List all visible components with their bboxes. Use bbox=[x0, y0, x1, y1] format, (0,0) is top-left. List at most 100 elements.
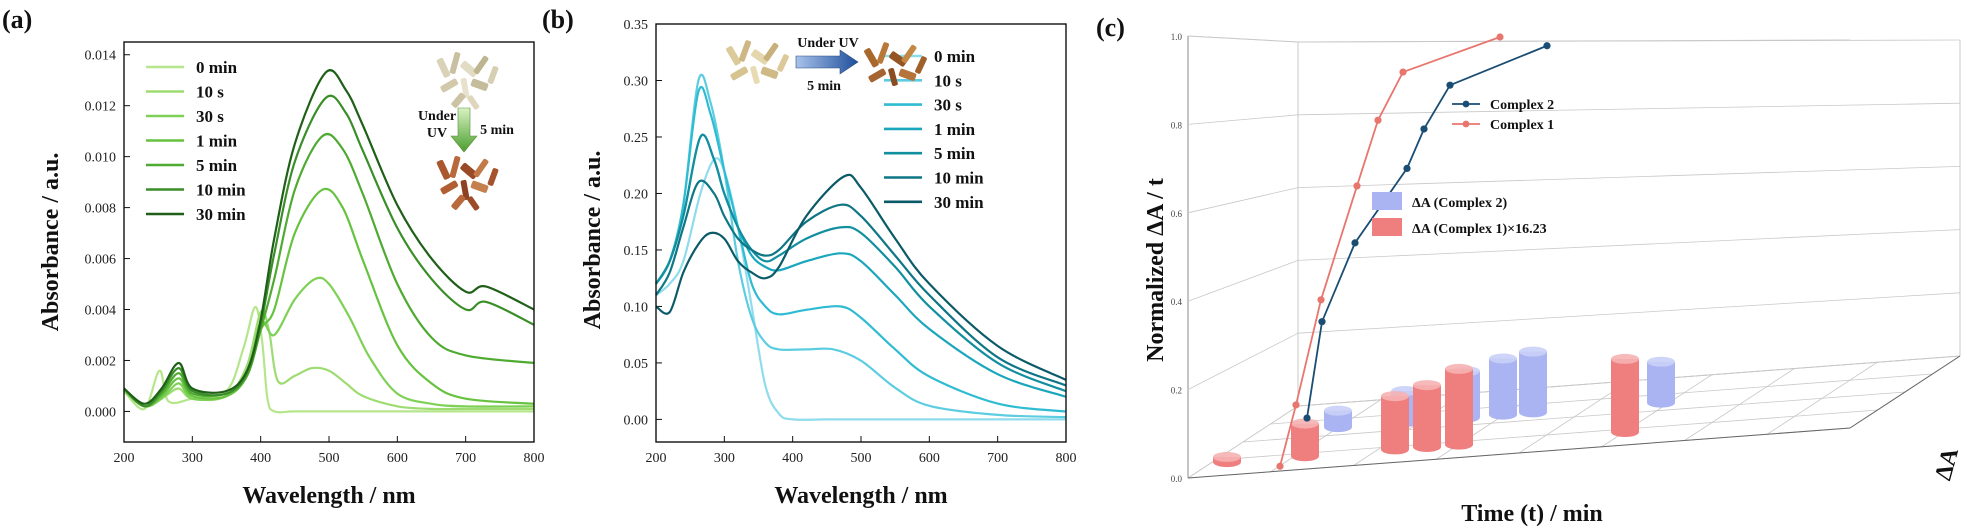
x-tick-label: 200 bbox=[646, 451, 667, 466]
bar-complex1-1-body bbox=[1291, 423, 1319, 457]
data-point bbox=[1292, 401, 1300, 409]
bar-complex1-5-base bbox=[1611, 427, 1639, 438]
legend-label: Complex 2 bbox=[1490, 98, 1554, 113]
crystal-image-before bbox=[436, 52, 499, 110]
bar-complex1-5 bbox=[1611, 353, 1639, 438]
bar-complex2-0 bbox=[1324, 405, 1352, 433]
data-point bbox=[1543, 42, 1551, 50]
y-tick-label: 0.008 bbox=[85, 202, 117, 217]
y-tick-label: 0.014 bbox=[85, 49, 117, 64]
data-point bbox=[1374, 116, 1382, 124]
gridline bbox=[1297, 39, 1961, 43]
bar-complex1-0 bbox=[1213, 451, 1241, 468]
bar-complex1-1-top bbox=[1291, 418, 1319, 429]
series-line-4 bbox=[123, 132, 535, 408]
series-line-2 bbox=[655, 86, 1067, 413]
legend-swatch bbox=[1372, 192, 1402, 210]
bar-complex1-3-top bbox=[1413, 380, 1441, 391]
z-axis-line bbox=[1849, 355, 1961, 429]
gridline bbox=[1187, 260, 1299, 302]
legend-marker bbox=[1462, 100, 1470, 108]
legend-label: 0 min bbox=[934, 47, 976, 66]
gridline bbox=[1187, 187, 1299, 214]
series-line-5 bbox=[123, 94, 535, 408]
panel-c-3d-box: 0.0 0.2 0.4 0.6 0.8 1.0 bbox=[1171, 32, 1961, 484]
bar-complex1-0-top bbox=[1213, 451, 1241, 462]
legend-label: 1 min bbox=[196, 132, 238, 151]
panel-c-legend: Complex 2 Complex 1 ΔA (Complex 2) ΔA (Comp… bbox=[1372, 98, 1554, 237]
bar-complex1-2 bbox=[1381, 391, 1409, 455]
x-tick-label: 300 bbox=[182, 451, 203, 466]
panel-b-arrow-label-bottom: 5 min bbox=[807, 79, 841, 94]
y-tick-label: 0.2 bbox=[1171, 386, 1182, 396]
x-tick-label: 400 bbox=[782, 451, 803, 466]
panel-a-xlabel: Wavelength / nm bbox=[242, 483, 415, 509]
bar-complex2-5-body bbox=[1647, 361, 1675, 403]
legend-label: 30 min bbox=[196, 205, 246, 224]
bar-complex2-0-base bbox=[1324, 422, 1352, 433]
x-tick-label: 700 bbox=[455, 451, 476, 466]
y-tick-label: 0.004 bbox=[85, 304, 117, 319]
bar-complex1-4-body bbox=[1445, 368, 1473, 445]
panel-b-legend: 0 min 10 s 30 s 1 min 5 min 10 min 30 min bbox=[884, 47, 984, 212]
data-point bbox=[1403, 164, 1411, 172]
legend-label: Complex 1 bbox=[1490, 118, 1554, 133]
bar-complex1-3-body bbox=[1413, 385, 1441, 447]
bar-complex2-4-body bbox=[1519, 351, 1547, 413]
data-point bbox=[1318, 318, 1326, 326]
legend-label: 1 min bbox=[934, 120, 976, 139]
x-tick-label: 800 bbox=[524, 451, 545, 466]
y-tick-label: 0.4 bbox=[1171, 297, 1183, 307]
panel-c-bars bbox=[1213, 346, 1675, 468]
crystal-image-after-b bbox=[864, 42, 927, 87]
y-tick-label: 0.30 bbox=[624, 74, 649, 89]
legend-label: 5 min bbox=[934, 144, 976, 163]
x-tick-label: 500 bbox=[851, 451, 872, 466]
bar-complex2-5-top bbox=[1647, 356, 1675, 367]
x-tick-label: 300 bbox=[714, 451, 735, 466]
y-tick-label: 0.15 bbox=[624, 244, 649, 259]
panel-b-ylabel: Absorbance / a.u. bbox=[580, 151, 606, 330]
legend-label: 5 min bbox=[196, 156, 238, 175]
data-point bbox=[1420, 125, 1428, 133]
y-tick-label: 0.20 bbox=[624, 187, 649, 202]
bar-complex1-2-base bbox=[1381, 444, 1409, 455]
y-tick-label: 0.05 bbox=[624, 357, 649, 372]
series-line-0 bbox=[123, 305, 534, 414]
down-arrow-icon bbox=[450, 107, 478, 153]
panel-b: (b) 200 300 400 500 600 700 800 0.00 0.05 0.10 0.1… bbox=[542, 5, 1077, 509]
legend-label: 0 min bbox=[196, 58, 238, 77]
panel-a-frame bbox=[123, 41, 535, 443]
legend-label: 10 min bbox=[196, 181, 246, 200]
x-tick-label: 400 bbox=[250, 451, 271, 466]
bar-complex2-4-top bbox=[1519, 346, 1547, 357]
x-tick-label: 800 bbox=[1056, 451, 1077, 466]
x-tick-label: 600 bbox=[387, 451, 408, 466]
panel-c-ylabel: Normalized ΔA / t bbox=[1143, 178, 1169, 362]
right-arrow-icon bbox=[795, 49, 859, 75]
legend-label: 30 min bbox=[934, 193, 984, 212]
y-tick-label: 0.000 bbox=[85, 405, 117, 420]
crystal-image-before-b bbox=[726, 40, 789, 85]
series-line-3 bbox=[123, 187, 535, 408]
bar-complex1-1 bbox=[1291, 418, 1319, 462]
y-tick-label: 0.6 bbox=[1171, 209, 1183, 219]
data-point bbox=[1446, 81, 1454, 89]
series-line-6 bbox=[655, 173, 1067, 381]
bar-complex2-5-base bbox=[1647, 397, 1675, 408]
gridline bbox=[1187, 332, 1299, 390]
y-tick-label: 0.0 bbox=[1171, 474, 1183, 484]
panel-c-zlabel: ΔA bbox=[1930, 445, 1964, 484]
bar-complex2-3-body bbox=[1489, 358, 1517, 415]
panel-c-xlabel: Time (t) / min bbox=[1461, 501, 1603, 527]
data-point bbox=[1351, 239, 1359, 247]
gridline bbox=[1187, 35, 1299, 43]
panel-a-axes: 200 300 400 500 600 700 800 0.000 0.002 0.004 0.00… bbox=[85, 49, 545, 466]
bar-complex1-2-top bbox=[1381, 391, 1409, 402]
data-point bbox=[1317, 296, 1325, 304]
x-tick-label: 700 bbox=[987, 451, 1008, 466]
y-tick-label: 0.012 bbox=[85, 100, 117, 115]
panel-a-series-lines bbox=[123, 69, 535, 414]
data-point bbox=[1399, 68, 1407, 76]
